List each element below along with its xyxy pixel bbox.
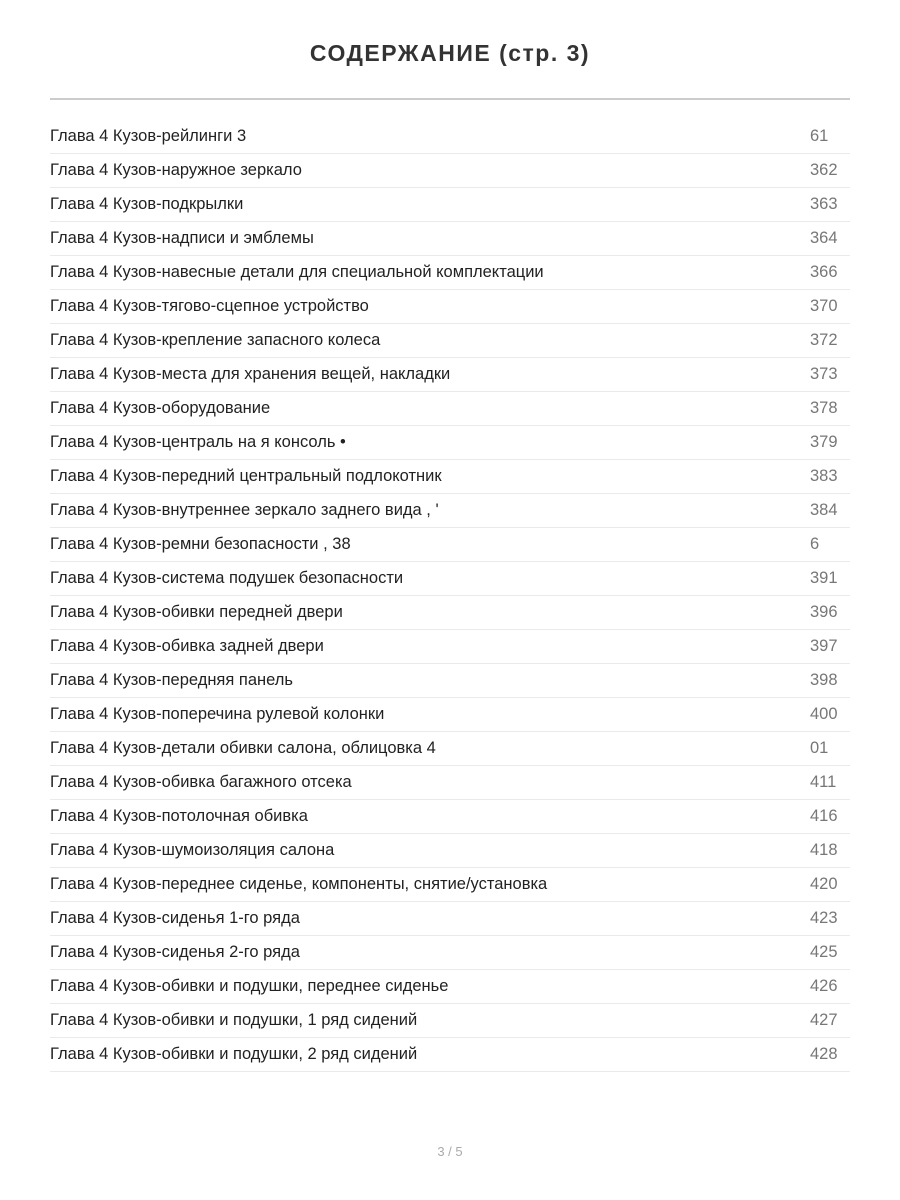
toc-entry-title: Глава 4 Кузов-наружное зеркало: [50, 161, 302, 179]
toc-entry-page: 372: [810, 331, 838, 349]
toc-entry-page: 384: [810, 501, 838, 519]
toc-entry[interactable]: Глава 4 Кузов-переднее сиденье, компонен…: [50, 868, 850, 902]
toc-entry[interactable]: Глава 4 Кузов-обивка багажного отсека 411: [50, 766, 850, 800]
toc-entry-page: 427: [810, 1011, 838, 1029]
toc-entry[interactable]: Глава 4 Кузов-обивка задней двери 397: [50, 630, 850, 664]
toc-entry-page: 6: [810, 535, 820, 553]
toc-entry[interactable]: Глава 4 Кузов-ремни безопасности , 38 6: [50, 528, 850, 562]
toc-entry[interactable]: Глава 4 Кузов-сиденья 1-го ряда 423: [50, 902, 850, 936]
toc-entry[interactable]: Глава 4 Кузов-обивки и подушки, 1 ряд си…: [50, 1004, 850, 1038]
toc-entry-page: 373: [810, 365, 838, 383]
toc-entry-page: 370: [810, 297, 838, 315]
toc-entry[interactable]: Глава 4 Кузов-потолочная обивка 416: [50, 800, 850, 834]
toc-entry[interactable]: Глава 4 Кузов-передний центральный подло…: [50, 460, 850, 494]
toc-entry-title: Глава 4 Кузов-сиденья 2-го ряда: [50, 943, 300, 961]
toc-entry[interactable]: Глава 4 Кузов-детали обивки салона, обли…: [50, 732, 850, 766]
toc-entry[interactable]: Глава 4 Кузов-шумоизоляция салона 418: [50, 834, 850, 868]
toc-entry-title: Глава 4 Кузов-крепление запасного колеса: [50, 331, 381, 349]
toc-entry[interactable]: Глава 4 Кузов-крепление запасного колеса…: [50, 324, 850, 358]
toc-entry-page: 398: [810, 671, 838, 689]
toc-entry-page: 425: [810, 943, 838, 961]
toc-entry[interactable]: Глава 4 Кузов-обивки и подушки, 2 ряд си…: [50, 1038, 850, 1072]
toc-entry-title: Глава 4 Кузов-обивки передней двери: [50, 603, 343, 621]
toc-list: Глава 4 Кузов-рейлинги 3 61 Глава 4 Кузов-…: [50, 120, 850, 1072]
toc-entry-page: 391: [810, 569, 838, 587]
toc-entry[interactable]: Глава 4 Кузов-поперечина рулевой колонки…: [50, 698, 850, 732]
toc-entry-page: 396: [810, 603, 838, 621]
toc-entry-page: 366: [810, 263, 838, 281]
toc-entry[interactable]: Глава 4 Кузов-наружное зеркало 362: [50, 154, 850, 188]
toc-entry-title: Глава 4 Кузов-детали обивки салона, обли…: [50, 739, 436, 757]
toc-entry-title: Глава 4 Кузов-надписи и эмблемы: [50, 229, 314, 247]
toc-entry-page: 378: [810, 399, 838, 417]
toc-entry-title: Глава 4 Кузов-обивки и подушки, 2 ряд си…: [50, 1045, 418, 1063]
toc-entry[interactable]: Глава 4 Кузов-рейлинги 3 61: [50, 120, 850, 154]
toc-entry-page: 426: [810, 977, 838, 995]
toc-entry-title: Глава 4 Кузов-ремни безопасности , 38: [50, 535, 351, 553]
toc-entry[interactable]: Глава 4 Кузов-обивки и подушки, переднее…: [50, 970, 850, 1004]
toc-entry-title: Глава 4 Кузов-оборудование: [50, 399, 271, 417]
toc-entry-page: 397: [810, 637, 838, 655]
toc-entry[interactable]: Глава 4 Кузов-обивки передней двери 396: [50, 596, 850, 630]
toc-entry-page: 379: [810, 433, 838, 451]
toc-entry-title: Глава 4 Кузов-обивка багажного отсека: [50, 773, 352, 791]
toc-entry[interactable]: Глава 4 Кузов-сиденья 2-го ряда 425: [50, 936, 850, 970]
title-divider: [50, 98, 850, 100]
toc-entry-title: Глава 4 Кузов-шумоизоляция салона: [50, 841, 335, 859]
toc-entry-title: Глава 4 Кузов-сиденья 1-го ряда: [50, 909, 300, 927]
toc-entry[interactable]: Глава 4 Кузов-места для хранения вещей, …: [50, 358, 850, 392]
toc-entry-title: Глава 4 Кузов-централь на я консоль •: [50, 433, 346, 451]
toc-entry-page: 418: [810, 841, 838, 859]
toc-entry-title: Глава 4 Кузов-подкрылки: [50, 195, 244, 213]
toc-entry-page: 363: [810, 195, 838, 213]
toc-entry-page: 400: [810, 705, 838, 723]
toc-entry[interactable]: Глава 4 Кузов-надписи и эмблемы 364: [50, 222, 850, 256]
toc-entry[interactable]: Глава 4 Кузов-система подушек безопаснос…: [50, 562, 850, 596]
toc-entry-title: Глава 4 Кузов-потолочная обивка: [50, 807, 308, 825]
toc-entry-title: Глава 4 Кузов-передняя панель: [50, 671, 293, 689]
toc-entry-title: Глава 4 Кузов-система подушек безопаснос…: [50, 569, 404, 587]
toc-entry-page: 61: [810, 127, 829, 145]
toc-entry-page: 364: [810, 229, 838, 247]
toc-entry-page: 416: [810, 807, 838, 825]
toc-entry-page: 383: [810, 467, 838, 485]
toc-entry[interactable]: Глава 4 Кузов-тягово-сцепное устройство 3…: [50, 290, 850, 324]
toc-entry-title: Глава 4 Кузов-обивки и подушки, переднее…: [50, 977, 449, 995]
toc-entry-title: Глава 4 Кузов-переднее сиденье, компонен…: [50, 875, 548, 893]
toc-entry-page: 01: [810, 739, 829, 757]
toc-entry[interactable]: Глава 4 Кузов-централь на я консоль • 379: [50, 426, 850, 460]
toc-entry-page: 362: [810, 161, 838, 179]
toc-entry[interactable]: Глава 4 Кузов-передняя панель 398: [50, 664, 850, 698]
toc-entry[interactable]: Глава 4 Кузов-оборудование 378: [50, 392, 850, 426]
toc-entry-page: 411: [810, 773, 837, 791]
page-title: СОДЕРЖАНИЕ (стр. 3): [309, 40, 591, 66]
toc-entry-title: Глава 4 Кузов-внутреннее зеркало заднего…: [50, 501, 439, 519]
toc-entry-title: Глава 4 Кузов-навесные детали для специа…: [50, 263, 544, 281]
toc-entry-title: Глава 4 Кузов-обивка задней двери: [50, 637, 324, 655]
toc-entry-title: Глава 4 Кузов-поперечина рулевой колонки: [50, 705, 385, 723]
toc-entry-title: Глава 4 Кузов-места для хранения вещей, …: [50, 365, 451, 383]
toc-entry-page: 428: [810, 1045, 838, 1063]
toc-entry[interactable]: Глава 4 Кузов-навесные детали для специа…: [50, 256, 850, 290]
toc-entry-title: Глава 4 Кузов-передний центральный подло…: [50, 467, 442, 485]
toc-entry-page: 420: [810, 875, 838, 893]
toc-entry-title: Глава 4 Кузов-обивки и подушки, 1 ряд си…: [50, 1011, 418, 1029]
toc-entry-title: Глава 4 Кузов-тягово-сцепное устройство: [50, 297, 369, 315]
toc-entry[interactable]: Глава 4 Кузов-подкрылки 363: [50, 188, 850, 222]
toc-entry-page: 423: [810, 909, 838, 927]
toc-entry-title: Глава 4 Кузов-рейлинги 3: [50, 127, 247, 145]
toc-entry[interactable]: Глава 4 Кузов-внутреннее зеркало заднего…: [50, 494, 850, 528]
page-indicator: 3 / 5: [437, 1144, 463, 1159]
